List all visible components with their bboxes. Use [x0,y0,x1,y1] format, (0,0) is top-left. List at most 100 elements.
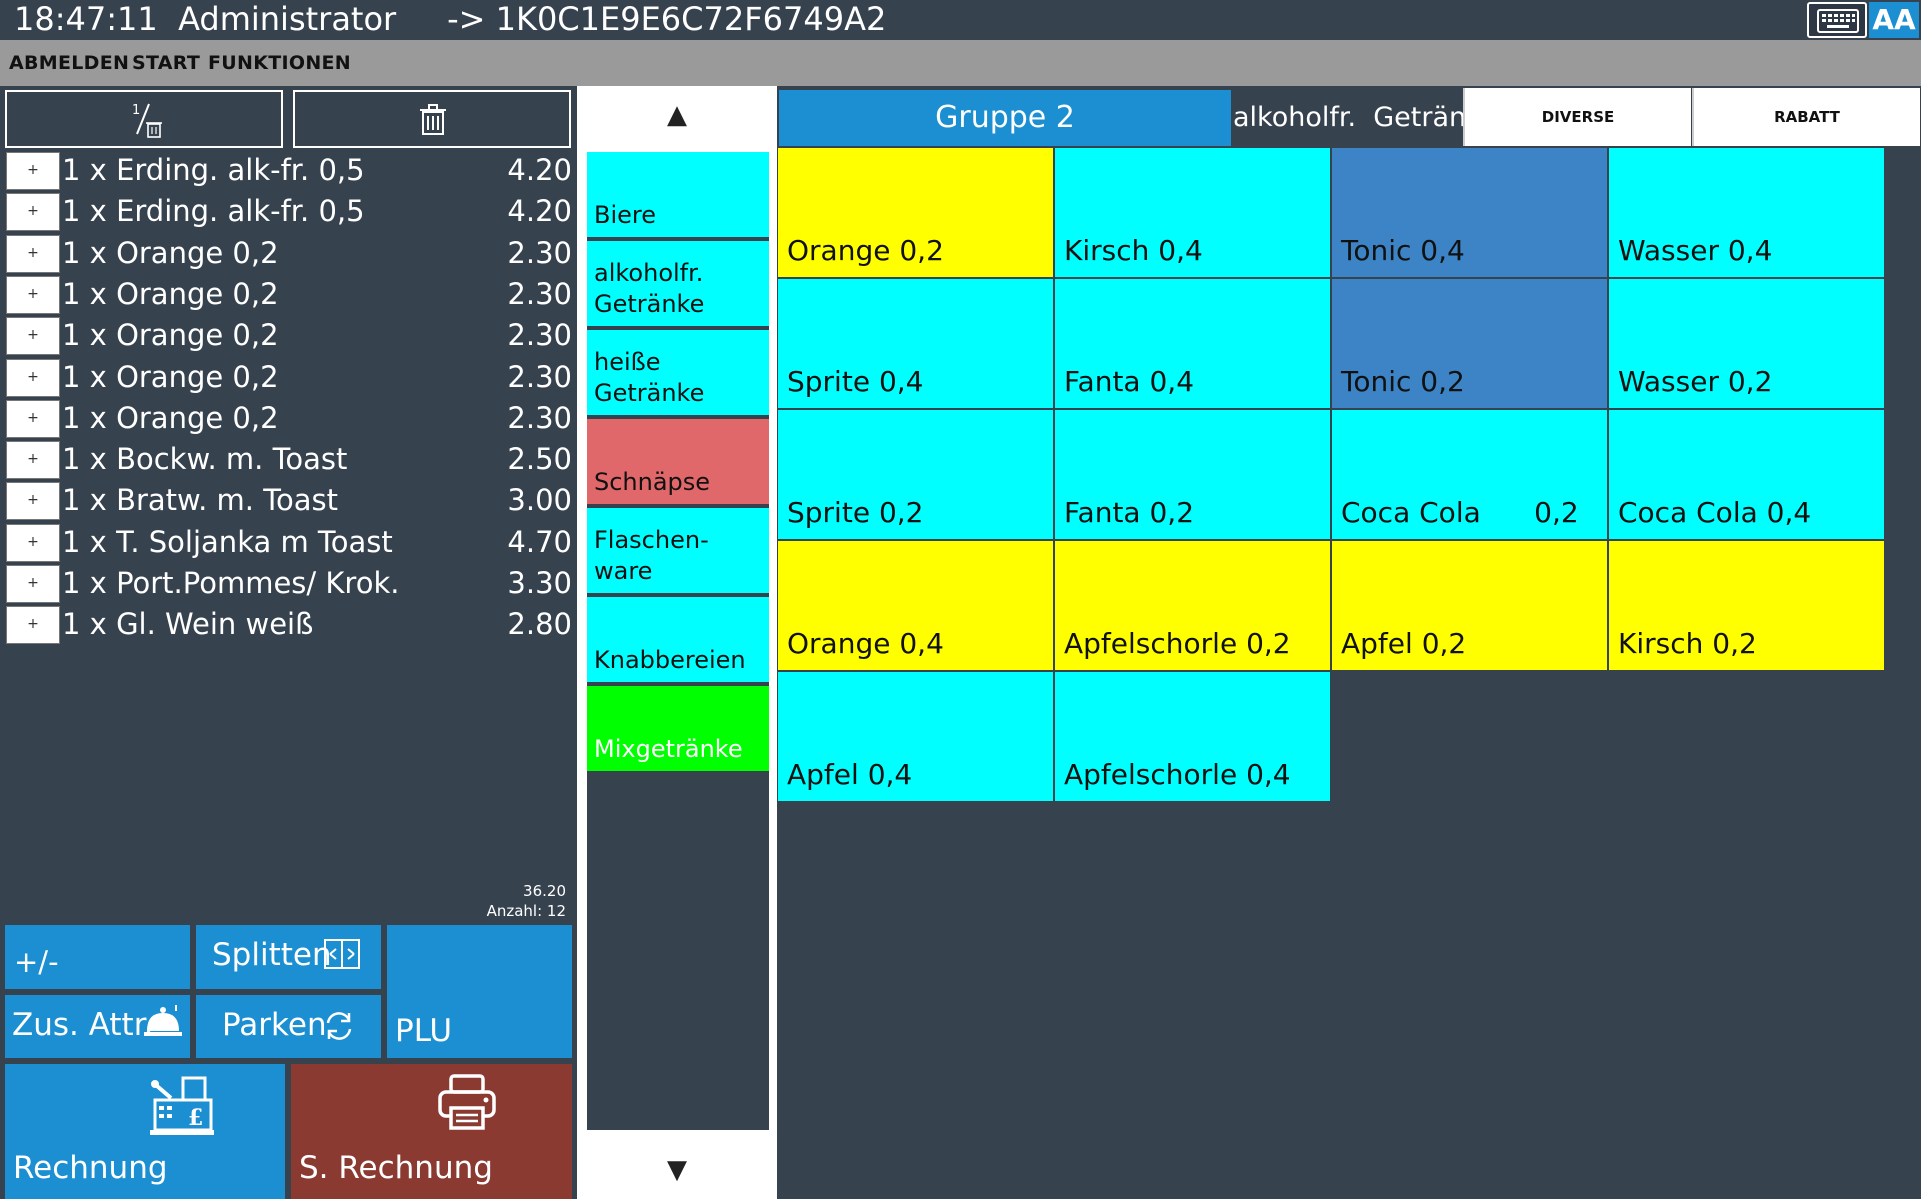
delete-button[interactable] [293,90,571,148]
category-scroll-up-button[interactable]: ▲ [577,86,777,144]
category-label: Biere [594,201,657,229]
service-bell-icon [144,1005,182,1036]
product-label: Apfelschorle 0,2 [1064,627,1291,660]
category-item[interactable]: alkoholfr. Getränke [587,241,769,328]
menu-bar: ABMELDEN START FUNKTIONEN [0,40,1921,86]
window-title: 18:47:11 Administrator -> 1K0C1E9E6C72F6… [14,0,887,38]
order-row[interactable]: +1 x T. Soljanka m Toast 4.70 [6,522,572,562]
product-button[interactable]: Apfel 0,4 [778,672,1053,801]
order-item-qty: 1 x [62,483,107,518]
order-row[interactable]: +1 x Orange 0,2 2.30 [6,357,572,397]
order-row[interactable]: +1 x Orange 0,2 2.30 [6,398,572,438]
order-row[interactable]: +1 x Bockw. m. Toast 2.50 [6,439,572,480]
product-label: Apfel 0,2 [1341,627,1467,660]
product-label: Wasser 0,2 [1618,365,1773,398]
order-item-name: Orange 0,2 [116,359,279,394]
plu-button[interactable]: PLU [387,925,572,1058]
plus-minus-button[interactable]: +/- [5,925,190,989]
order-item-text: 1 x Orange 0,2 [62,233,279,273]
row-plus-button[interactable]: + [6,358,60,397]
product-button[interactable]: Coca Cola 0,4 [1609,410,1884,539]
fraction-trash-icon: 1 [132,103,162,138]
row-plus-button[interactable]: + [6,565,60,603]
category-item[interactable]: heiße Getränke [587,330,769,417]
category-item[interactable]: Mixgetränke [587,686,769,773]
category-item[interactable]: Knabbereien [587,597,769,684]
order-item-name: Gl. Wein weiß [116,607,314,642]
product-button[interactable]: Sprite 0,2 [778,410,1053,539]
additional-attributes-button[interactable]: Zus. Attr. [5,995,190,1058]
refresh-icon [326,1012,352,1040]
order-item-qty: 1 x [62,442,107,477]
order-row[interactable]: +1 x Gl. Wein weiß 2.80 [6,604,572,645]
row-plus-button[interactable]: + [6,482,60,521]
product-button[interactable]: Orange 0,2 [778,148,1053,277]
row-plus-button[interactable]: + [6,234,60,273]
order-item-text: 1 x Orange 0,2 [62,315,279,355]
order-item-qty: 1 x [62,318,107,353]
row-plus-button[interactable]: + [6,441,60,480]
order-item-qty: 1 x [62,400,107,435]
order-item-qty: 1 x [62,153,107,187]
split-button[interactable]: Splitten [196,925,381,989]
order-item-price: 2.50 [507,442,572,477]
product-button[interactable]: Apfel 0,2 [1332,541,1607,670]
product-button[interactable]: Kirsch 0,4 [1055,148,1330,277]
product-button[interactable]: Sprite 0,4 [778,279,1053,408]
park-button[interactable]: Parken [196,995,381,1058]
order-item-name: Orange 0,2 [116,235,279,270]
order-item-text: 1 x Orange 0,2 [62,357,279,397]
category-list: Biere alkoholfr. Getränke heiße Getränke Sc… [585,150,771,1132]
category-item[interactable]: Schnäpse [587,419,769,506]
menu-start[interactable]: START [132,52,201,74]
category-item[interactable]: Biere [587,152,769,239]
order-item-text: 1 x T. Soljanka m Toast [62,522,393,562]
menu-abmelden[interactable]: ABMELDEN [9,52,130,74]
row-plus-button[interactable]: + [6,317,60,356]
product-button[interactable]: Orange 0,4 [778,541,1053,670]
order-item-name: Bockw. m. Toast [116,442,348,477]
order-item-name: Erding. alk-fr. 0,5 [116,194,365,229]
keyboard-button[interactable] [1807,2,1867,38]
product-button[interactable]: Tonic 0,4 [1332,148,1607,277]
product-button[interactable]: Apfelschorle 0,2 [1055,541,1330,670]
order-row[interactable]: +1 x Erding. alk-fr. 0,5 4.20 [6,150,572,190]
row-plus-button[interactable]: + [6,152,60,190]
product-button[interactable]: Tonic 0,2 [1332,279,1607,408]
row-plus-button[interactable]: + [6,523,60,562]
category-label: Flaschen- ware [594,526,709,585]
rabatt-button[interactable]: RABATT [1692,88,1920,146]
category-item[interactable]: Flaschen- ware [587,508,769,595]
product-button[interactable]: Wasser 0,2 [1609,279,1884,408]
menu-funktionen[interactable]: FUNKTIONEN [208,52,351,74]
row-plus-button[interactable]: + [6,275,60,314]
product-button[interactable]: Coca Cola 0,2 [1332,410,1607,539]
split-delete-button[interactable]: 1 [5,90,283,148]
product-button[interactable]: Fanta 0,2 [1055,410,1330,539]
product-button[interactable]: Wasser 0,4 [1609,148,1884,277]
product-button[interactable]: Fanta 0,4 [1055,279,1330,408]
bill-button[interactable]: £ Rechnung [5,1064,285,1199]
product-label: Apfel 0,4 [787,758,913,791]
order-row[interactable]: +1 x Orange 0,2 2.30 [6,315,572,356]
product-label: Sprite 0,2 [787,496,924,529]
order-row[interactable]: +1 x Bratw. m. Toast 3.00 [6,480,572,521]
row-plus-button[interactable]: + [6,606,60,645]
product-button[interactable]: Kirsch 0,2 [1609,541,1884,670]
order-item-text: 1 x Orange 0,2 [62,398,279,438]
row-plus-button[interactable]: + [6,193,60,232]
order-item-price: 4.20 [507,194,572,229]
attr-label: Zus. Attr. [12,1007,154,1043]
group-tab[interactable]: Gruppe 2 [779,90,1231,146]
separate-bill-button[interactable]: S. Rechnung [291,1064,572,1199]
diverse-button[interactable]: DIVERSE [1463,88,1691,146]
row-plus-button[interactable]: + [6,399,60,438]
order-row[interactable]: +1 x Orange 0,2 2.30 [6,274,572,314]
order-row[interactable]: +1 x Port.Pommes/ Krok. 3.30 [6,563,572,603]
order-item-text: 1 x Gl. Wein weiß [62,604,313,644]
order-row[interactable]: +1 x Orange 0,2 2.30 [6,233,572,273]
font-size-button[interactable]: AA [1869,2,1919,38]
product-button[interactable]: Apfelschorle 0,4 [1055,672,1330,801]
order-row[interactable]: +1 x Erding. alk-fr. 0,5 4.20 [6,191,572,232]
category-scroll-down-button[interactable]: ▼ [577,1141,777,1199]
